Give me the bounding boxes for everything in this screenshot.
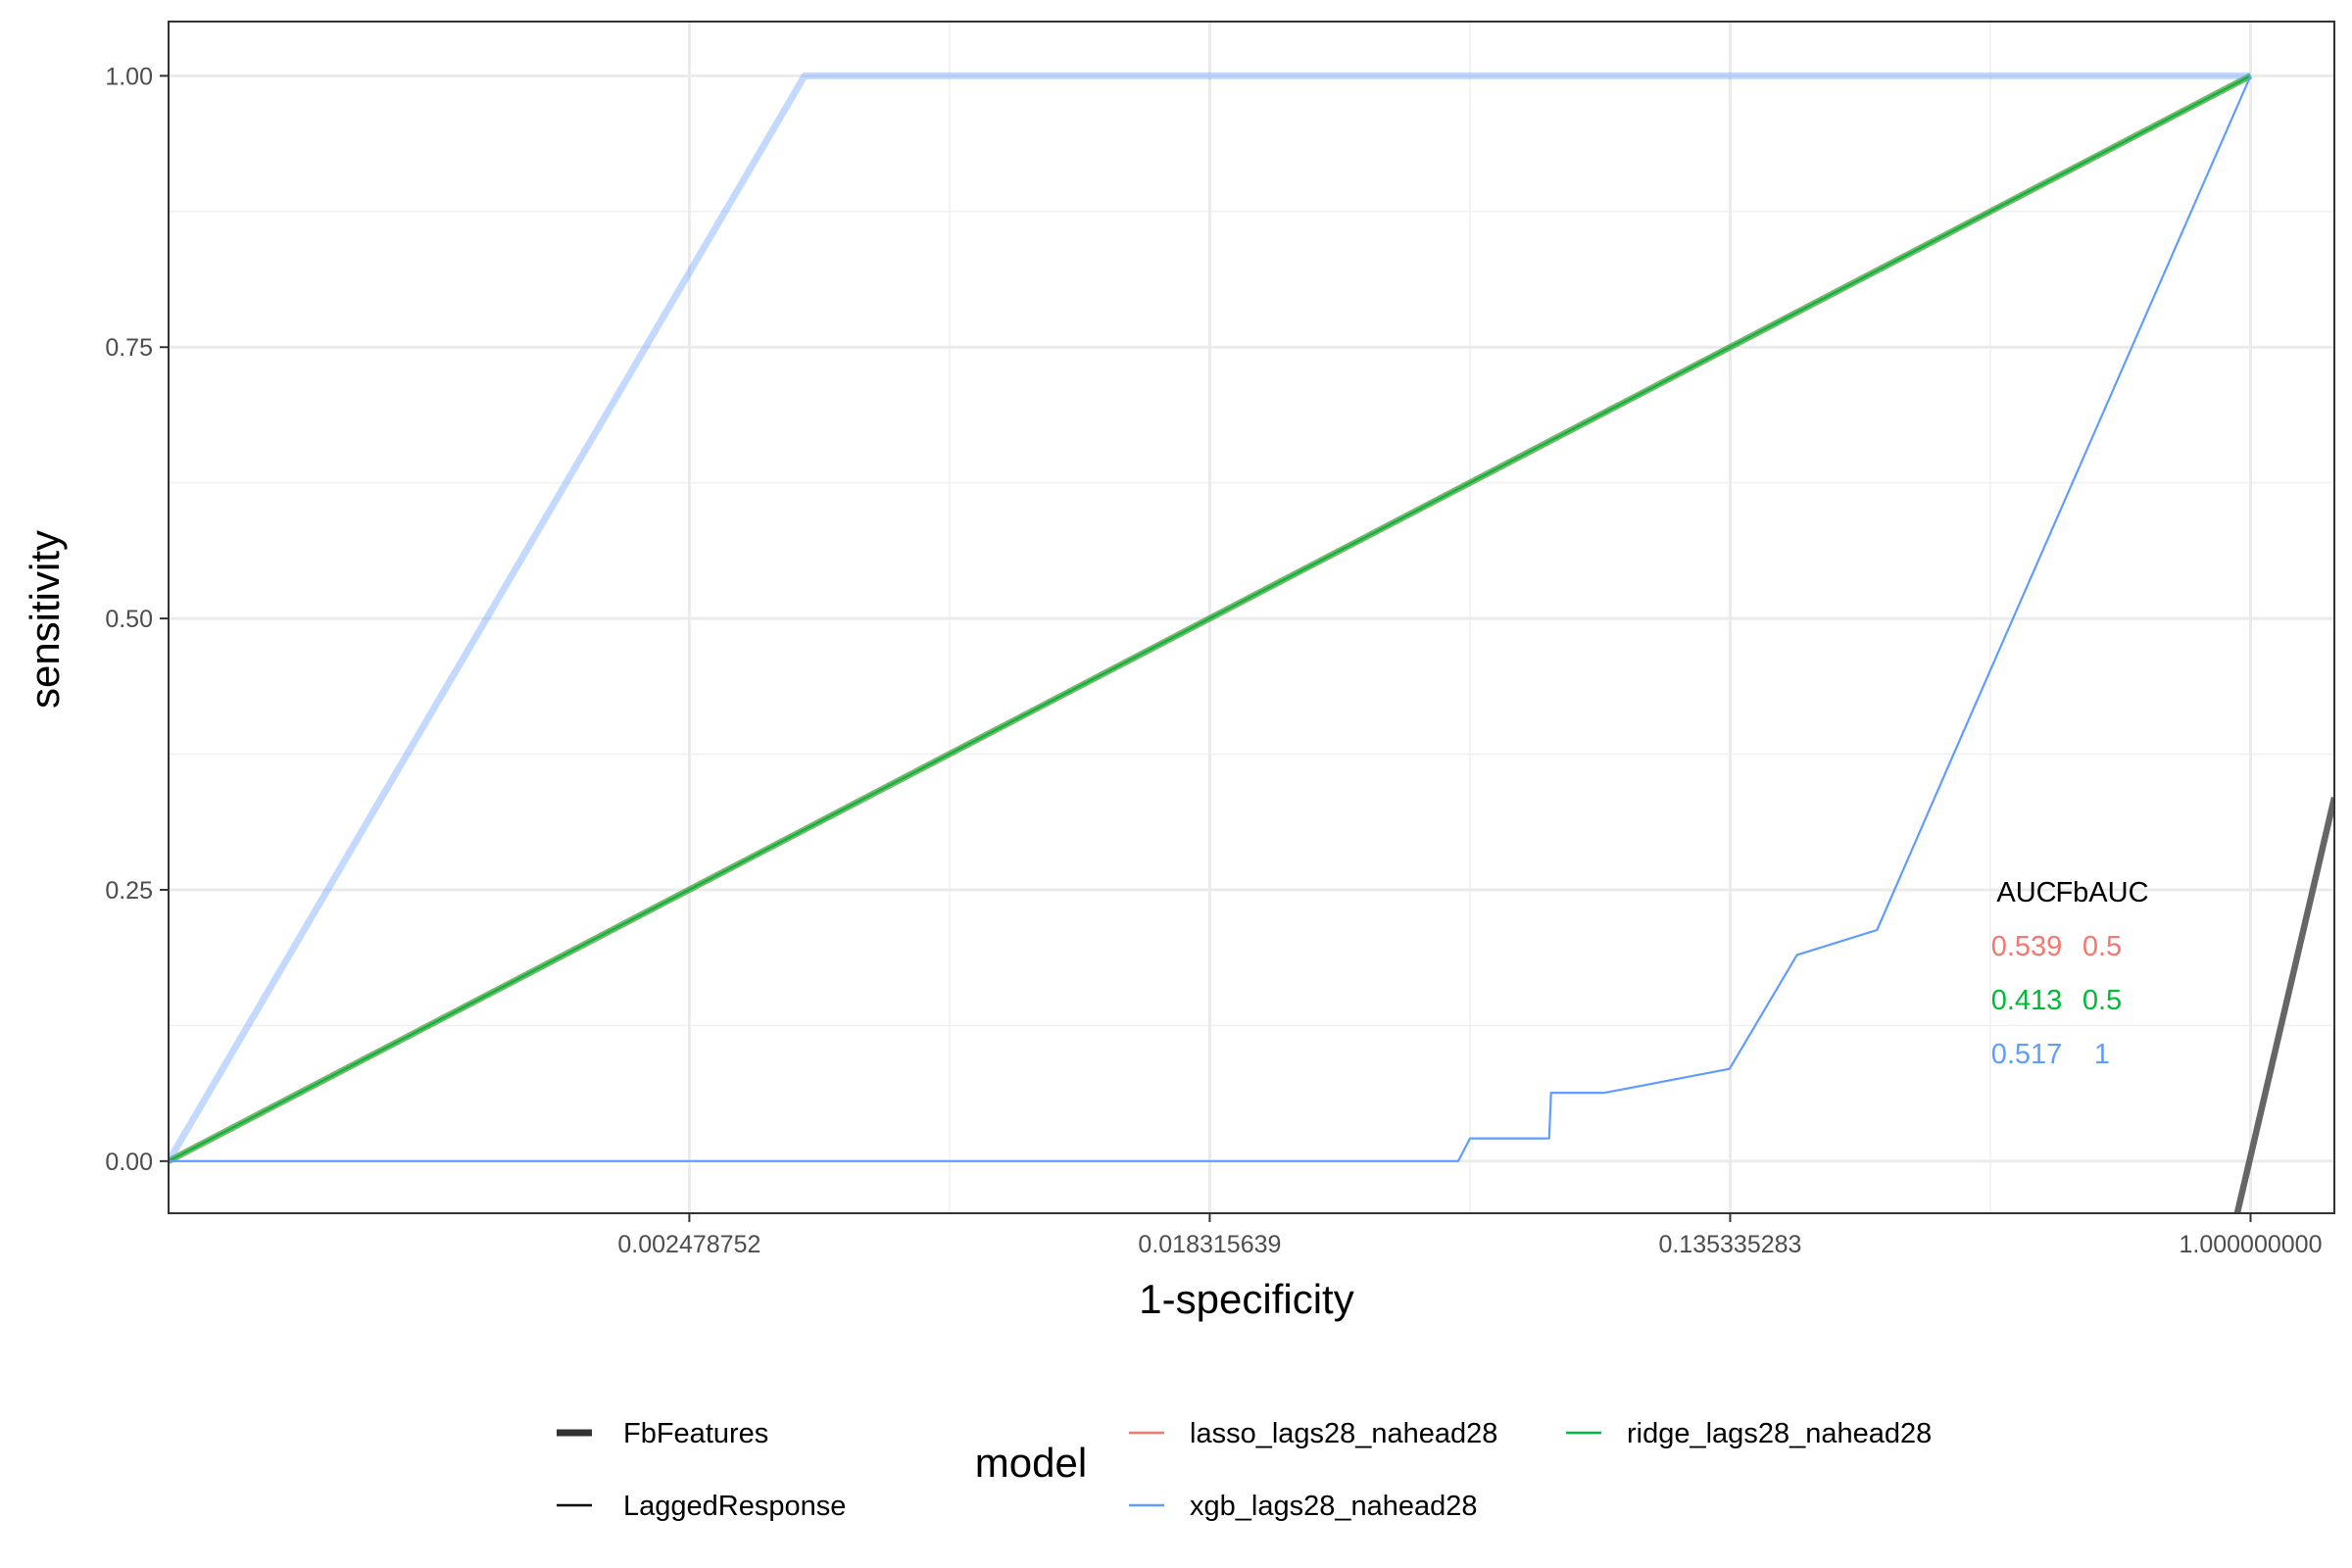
y-tick-label: 1.00 <box>105 63 153 90</box>
legend: model FbFeatures LaggedResponse lasso_lags… <box>557 1418 1932 1522</box>
legend-label: FbFeatures <box>623 1418 768 1449</box>
auc-table: AUC FbAUC 0.539 0.5 0.413 0.5 0.517 1 <box>1991 877 2149 1070</box>
y-axis-title: sensitivity <box>22 530 68 709</box>
auc-value: 0.539 <box>1991 931 2063 962</box>
fbauc-value: 0.5 <box>2082 985 2122 1016</box>
y-tick-label: 0.00 <box>105 1149 153 1176</box>
series-lines <box>169 72 2334 1213</box>
auc-value: 0.413 <box>1991 985 2063 1016</box>
fbauc-value: 1 <box>2094 1039 2110 1070</box>
y-tick-label: 0.25 <box>105 877 153 905</box>
xgb-lags28-nahead28-laggedresponse-line <box>169 74 2252 1162</box>
panel-border <box>168 21 2335 1214</box>
legend-label: xgb_lags28_nahead28 <box>1190 1491 1478 1522</box>
y-tick-label: 0.50 <box>105 606 153 633</box>
x-tick-label: 0.018315639 <box>1138 1231 1281 1258</box>
legend-title: model <box>975 1440 1087 1486</box>
ridge-lags28-nahead28-laggedresponse-line <box>169 74 2252 1162</box>
x-tick-label: 0.002478752 <box>617 1231 760 1258</box>
axes: 0.00 0.25 0.50 0.75 1.00 0.002478752 0.0183156… <box>105 63 2322 1258</box>
x-tick-label: 0.135335283 <box>1658 1231 1801 1258</box>
x-axis-title: 1-specificity <box>1139 1276 1353 1322</box>
fbauc-header: FbAUC <box>2055 877 2148 908</box>
auc-value: 0.517 <box>1991 1039 2063 1070</box>
legend-label: ridge_lags28_nahead28 <box>1627 1418 1932 1449</box>
fbauc-value: 0.5 <box>2082 931 2122 962</box>
legend-label: LaggedResponse <box>623 1491 846 1522</box>
y-tick-label: 0.75 <box>105 334 153 362</box>
legend-label: lasso_lags28_nahead28 <box>1190 1418 1497 1449</box>
unlabeled-fbfeatures-line <box>2233 797 2334 1213</box>
auc-header: AUC <box>1996 877 2056 908</box>
x-tick-label: 1.000000000 <box>2179 1231 2322 1258</box>
xgb-lags28-nahead28-fbfeatures-line <box>169 72 2251 1163</box>
